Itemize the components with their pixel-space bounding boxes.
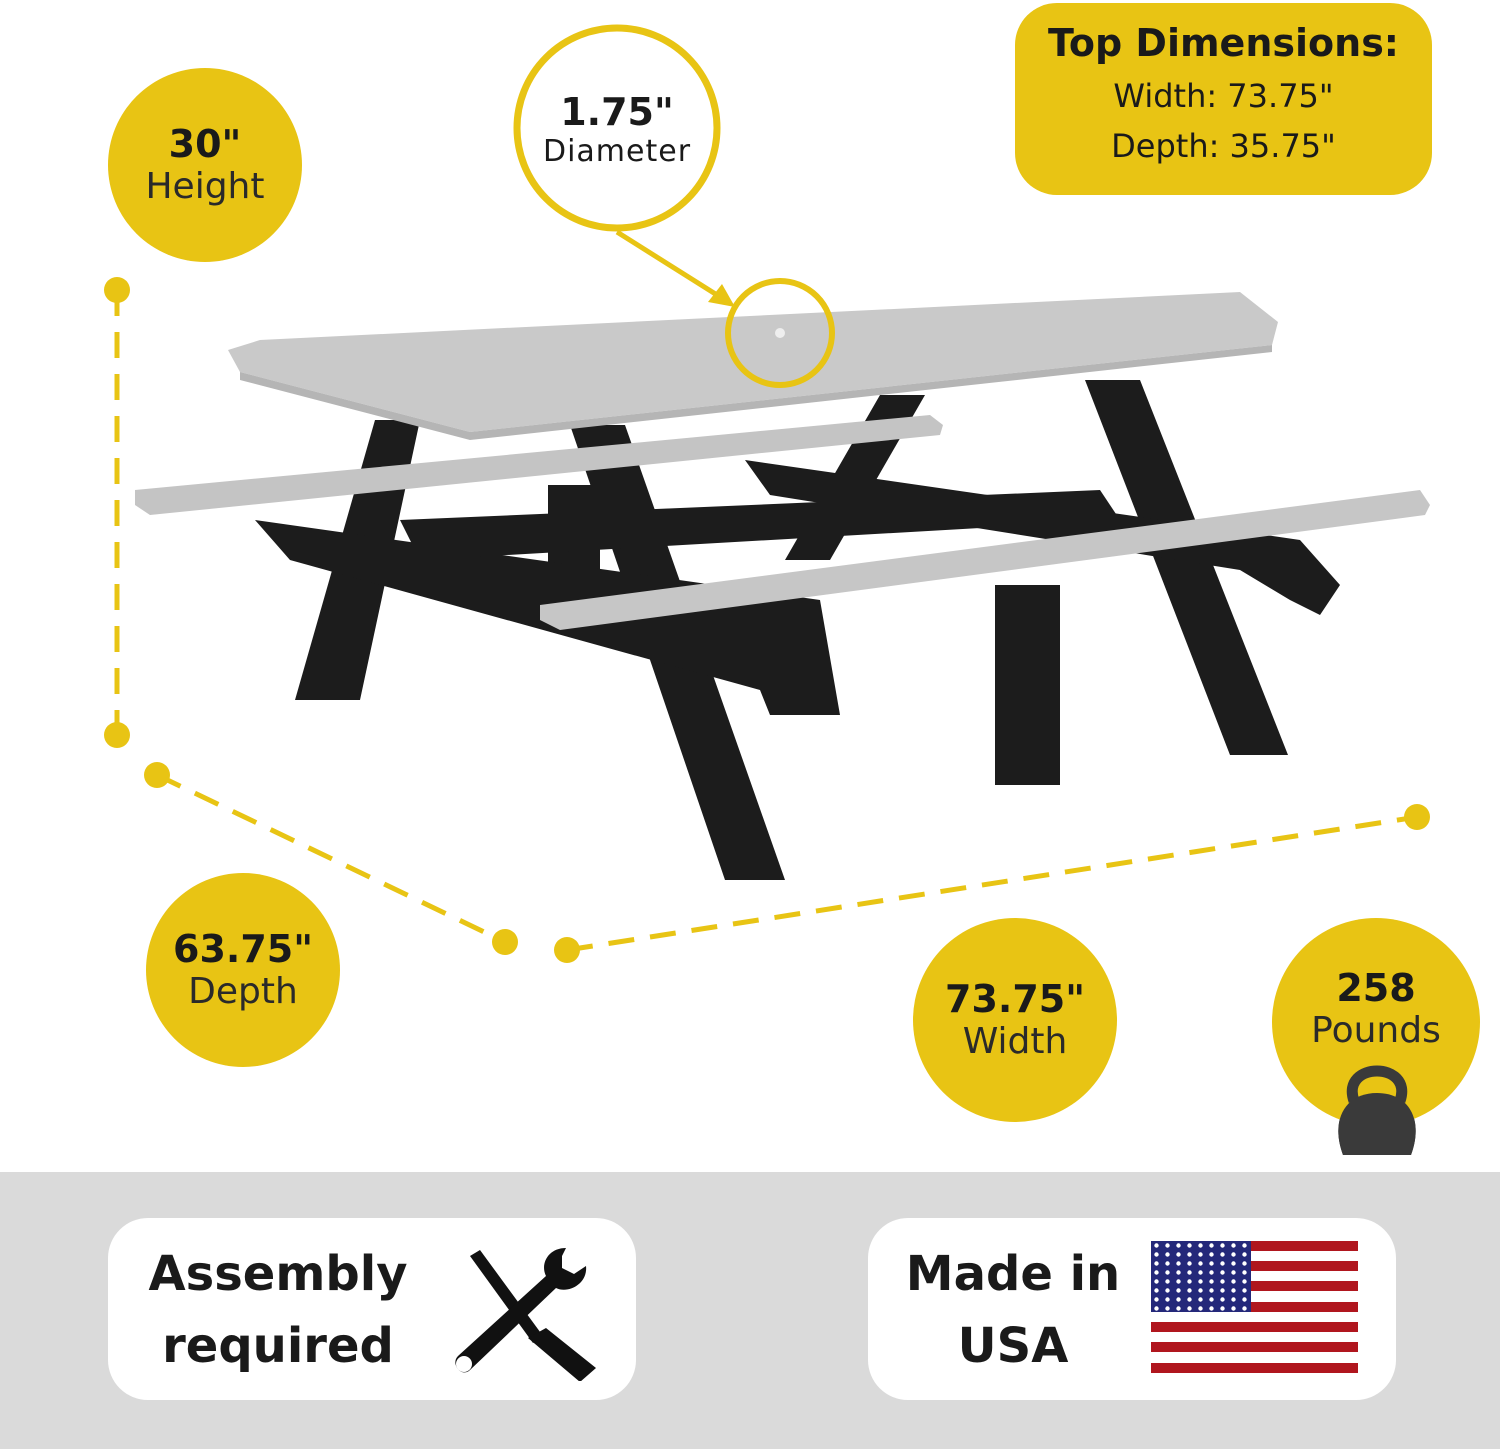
diameter-text: 1.75" Diameter	[517, 90, 717, 170]
assembly-line2: required	[162, 1318, 394, 1374]
height-dimension-line	[114, 290, 1418, 953]
table-frame	[255, 380, 1340, 880]
assembly-text: Assembly required	[148, 1238, 408, 1382]
arrow-line	[615, 229, 727, 303]
top-width: Width: 73.75"	[1113, 77, 1334, 115]
weight-value: 258	[1336, 966, 1416, 1010]
diameter-circle	[513, 24, 721, 232]
assembly-line1: Assembly	[148, 1246, 408, 1302]
picnic-table-illustration	[104, 24, 1430, 1155]
width-badge: 73.75" Width	[913, 918, 1117, 1122]
depth-badge: 63.75" Depth	[146, 873, 340, 1067]
kettlebell-icon	[1338, 1065, 1416, 1155]
origin-text: Made in USA	[898, 1238, 1128, 1382]
weight-label: Pounds	[1311, 1010, 1441, 1051]
height-label: Height	[145, 166, 265, 207]
top-dimensions-box: Top Dimensions: Width: 73.75" Depth: 35.…	[1015, 3, 1432, 195]
origin-line2: USA	[957, 1318, 1069, 1374]
diameter-label: Diameter	[542, 134, 692, 169]
us-flag-icon	[1151, 1241, 1358, 1373]
height-value: 30"	[168, 122, 242, 166]
table-top	[228, 292, 1278, 432]
tools-icon	[455, 1248, 596, 1381]
front-bench	[540, 490, 1430, 630]
diameter-value: 1.75"	[560, 90, 674, 134]
umbrella-hole	[775, 328, 785, 338]
weight-badge: 258 Pounds	[1272, 918, 1480, 1126]
top-dimensions-title: Top Dimensions:	[1047, 21, 1400, 65]
assembly-card: Assembly required	[108, 1218, 636, 1400]
origin-line1: Made in	[905, 1246, 1121, 1302]
height-badge: 30" Height	[108, 68, 302, 262]
back-bench	[135, 415, 943, 515]
width-label: Width	[962, 1021, 1068, 1062]
arrow-head	[708, 284, 735, 307]
hole-highlight-circle	[725, 278, 835, 388]
depth-label: Depth	[188, 971, 298, 1012]
depth-value: 63.75"	[173, 927, 313, 971]
made-in-usa-card: Made in USA	[868, 1218, 1396, 1400]
dimension-dots	[104, 277, 1430, 963]
width-value: 73.75"	[945, 977, 1085, 1021]
top-depth: Depth: 35.75"	[1111, 127, 1336, 165]
